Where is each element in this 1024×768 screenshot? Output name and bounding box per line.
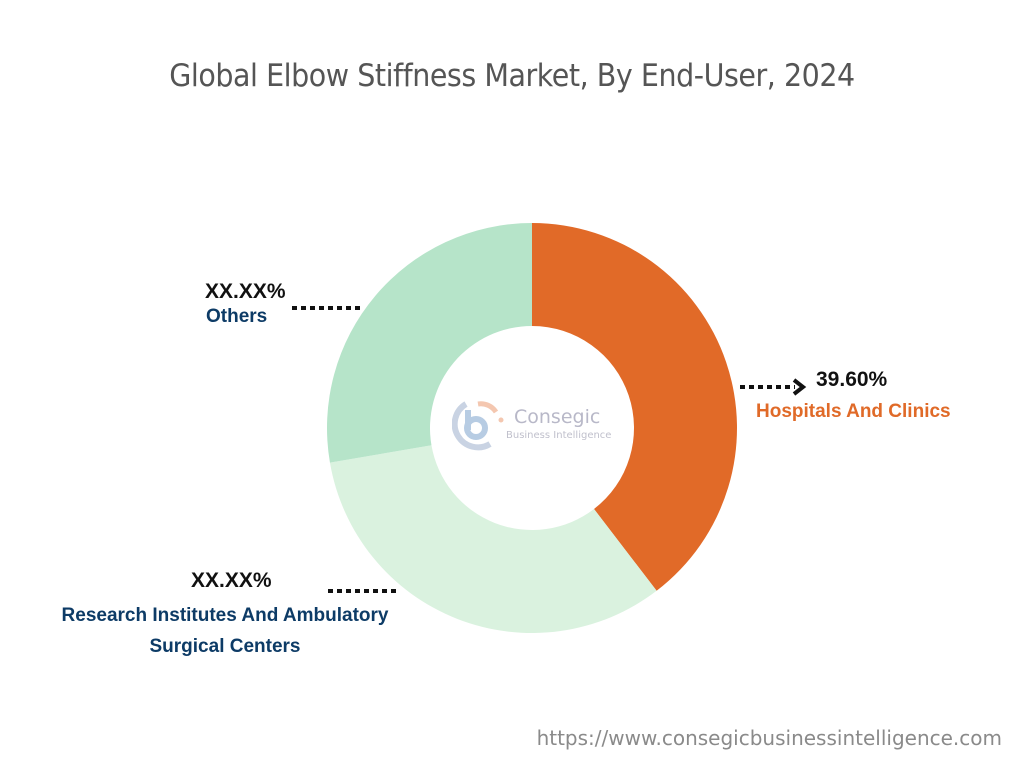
- logo-tagline: Business Intelligence: [506, 430, 612, 441]
- leader-lines: [292, 306, 807, 593]
- research-label-line1: Research Institutes And Ambulatory: [61, 605, 389, 626]
- slice-others: [327, 223, 532, 463]
- research-percent: XX.XX%: [191, 569, 272, 592]
- slice-research-institutes: [329, 445, 657, 633]
- hospitals-percent: 39.60%: [816, 368, 888, 391]
- hospitals-label: Hospitals And Clinics: [756, 401, 951, 422]
- research-label-line2: Surgical Centers: [149, 636, 301, 657]
- consegic-logo-icon: [452, 401, 504, 451]
- others-label: Others: [206, 306, 268, 327]
- arrow-right-icon: [792, 378, 807, 396]
- consegic-logo: Consegic Business Intelligence: [452, 396, 622, 456]
- chart-title: Global Elbow Stiffness Market, By End-Us…: [169, 58, 855, 94]
- logo-name: Consegic: [514, 406, 601, 428]
- slice-hospitals-and-clinics: [532, 223, 737, 591]
- others-percent: XX.XX%: [205, 280, 286, 303]
- source-url: https://www.consegicbusinessintelligence…: [536, 726, 1002, 750]
